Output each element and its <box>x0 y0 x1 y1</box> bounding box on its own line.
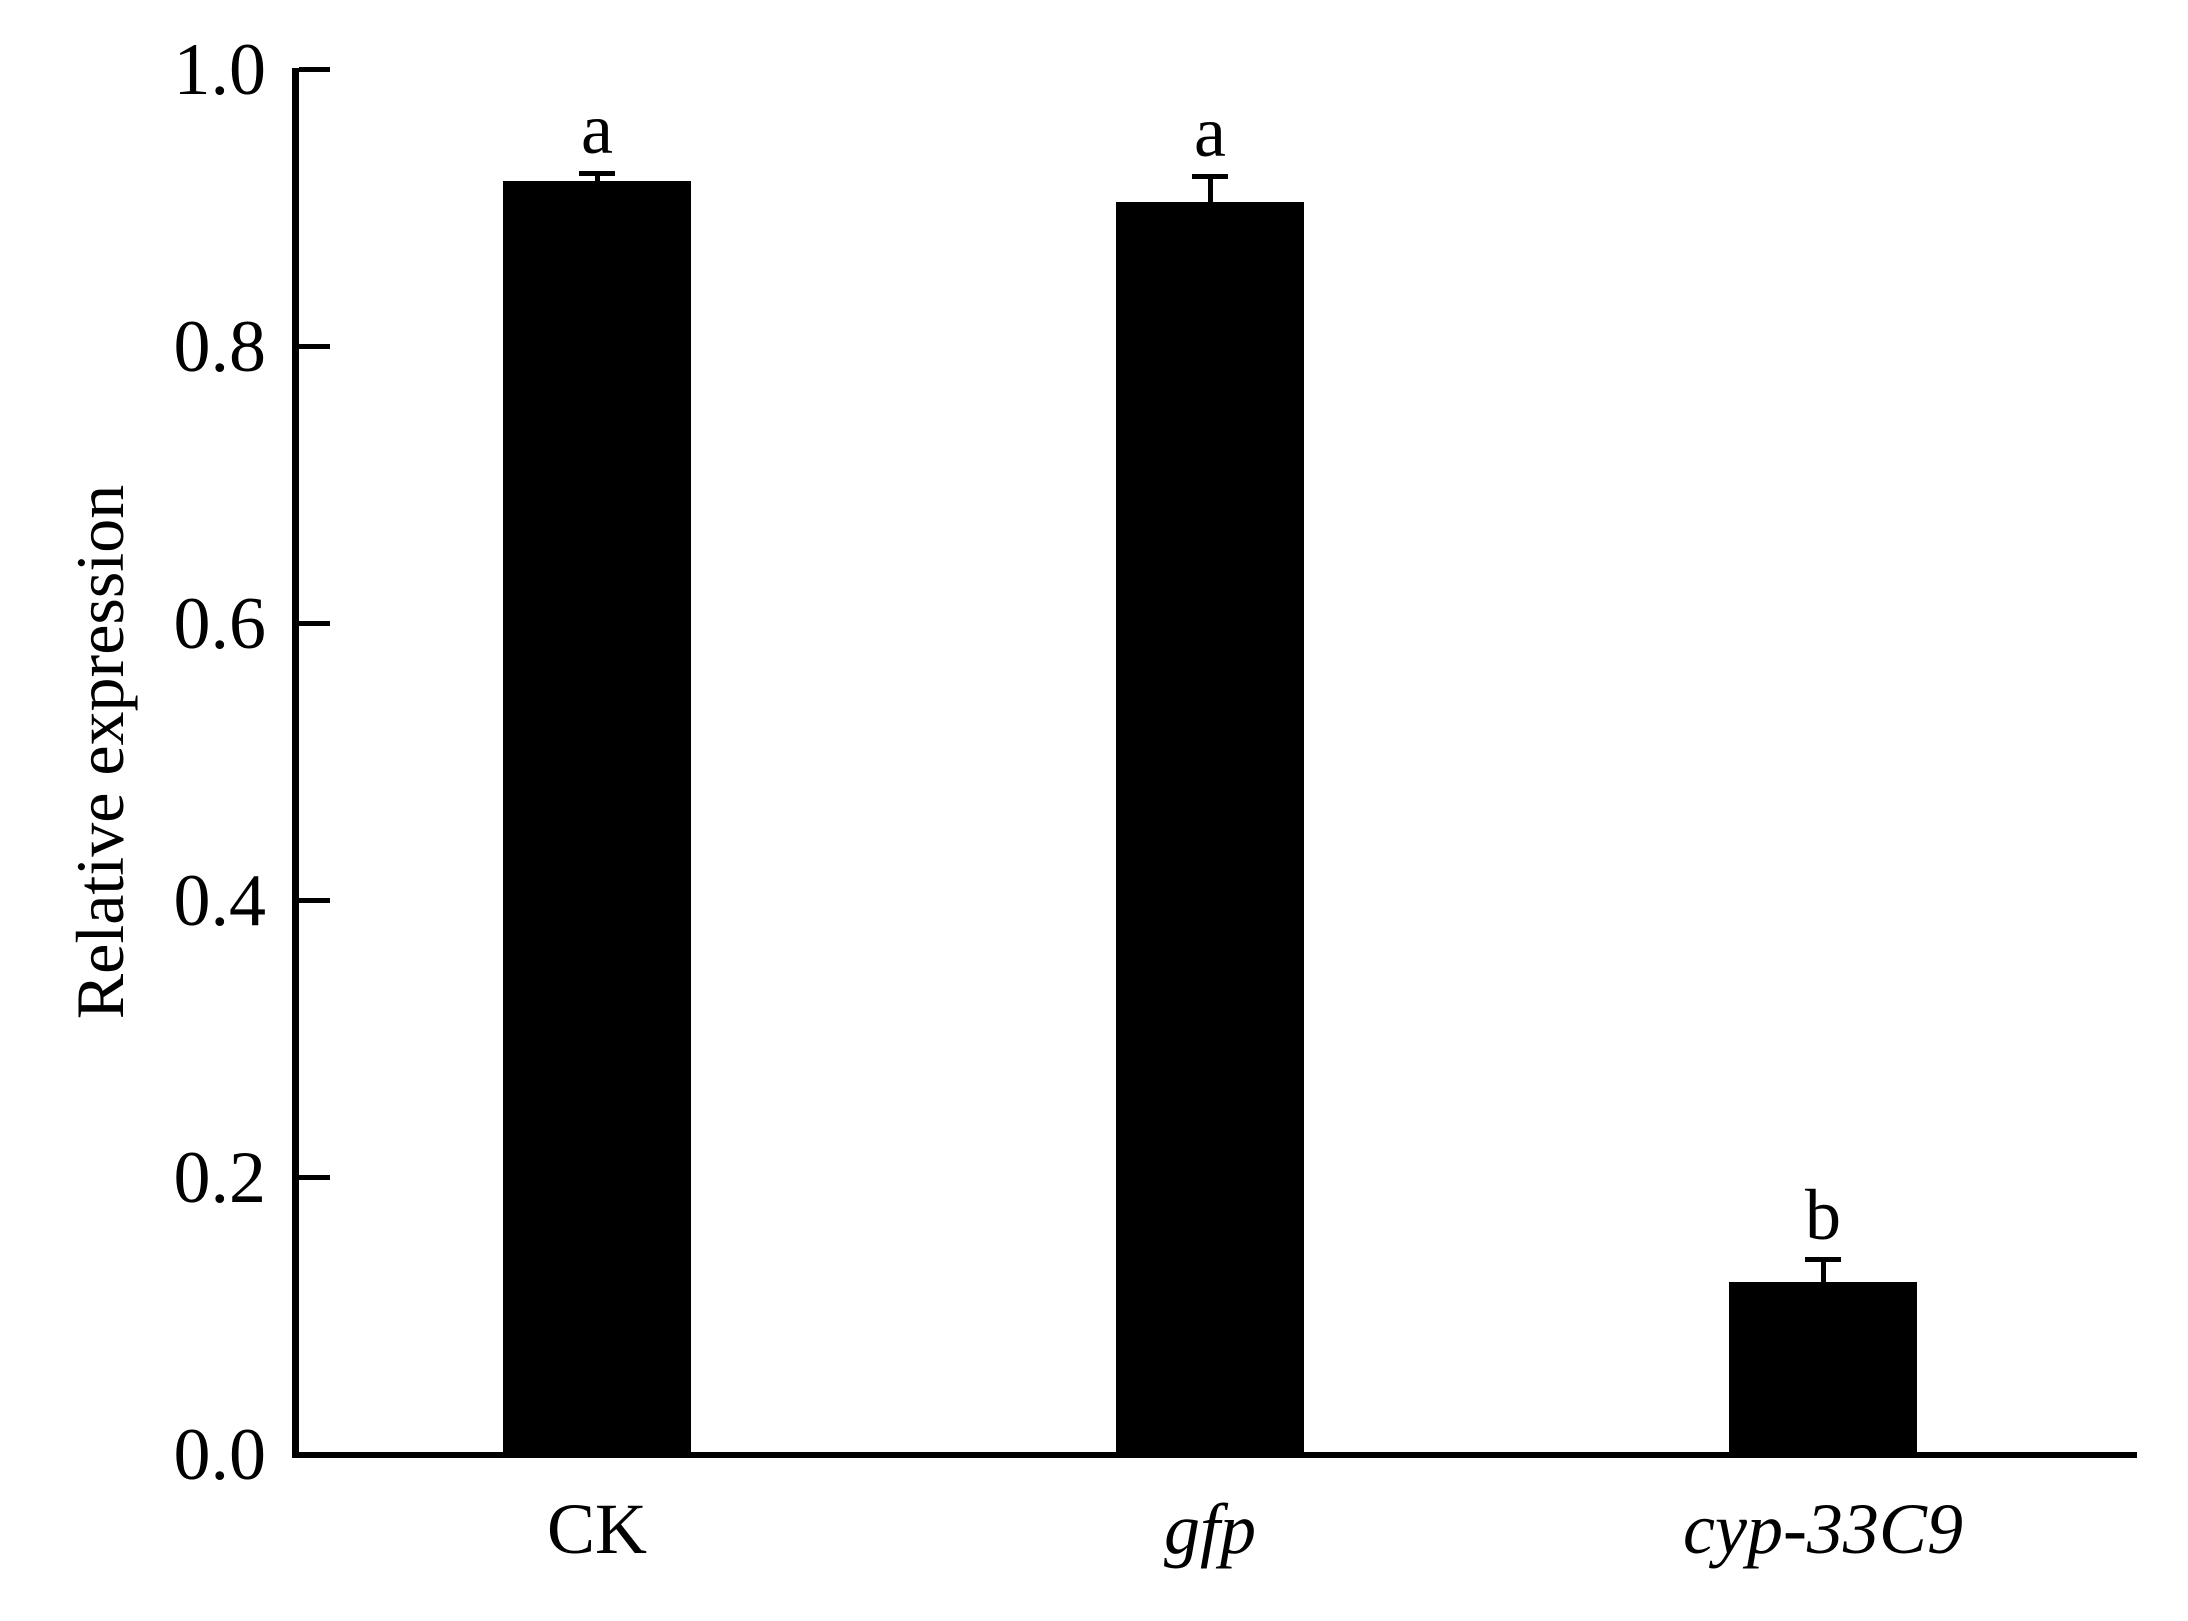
error-bar-stem <box>1208 173 1213 202</box>
bar-gfp <box>1116 201 1304 1455</box>
error-bar-stem <box>1821 1256 1826 1282</box>
y-tick-label: 0.4 <box>173 860 267 942</box>
y-tick-label: 0.2 <box>173 1137 267 1219</box>
y-tick-mark <box>299 898 330 903</box>
error-bar-cap <box>1192 173 1228 179</box>
error-bar-cap <box>579 171 615 177</box>
y-tick-mark <box>299 67 330 72</box>
y-tick-mark <box>299 1175 330 1180</box>
y-tick-label: 0.0 <box>173 1414 267 1496</box>
y-axis-line <box>292 68 299 1458</box>
x-category-label: cyp-33C9 <box>1683 1489 1963 1569</box>
bar-CK <box>503 180 691 1455</box>
y-tick-label: 0.8 <box>173 306 267 388</box>
error-bar-cap <box>1805 1256 1841 1262</box>
bar-cyp-33C9 <box>1729 1281 1917 1455</box>
x-category-label: gfp <box>1163 1489 1256 1569</box>
y-tick-mark <box>299 621 330 626</box>
y-axis-title: Relative expression <box>62 484 138 1020</box>
y-tick-label: 1.0 <box>173 29 267 111</box>
significance-letter: b <box>1805 1174 1841 1255</box>
x-category-label: CK <box>546 1489 648 1569</box>
y-tick-label: 0.6 <box>173 583 267 665</box>
x-axis-line <box>292 1452 2137 1458</box>
significance-letter: a <box>581 89 613 170</box>
y-tick-mark <box>299 344 330 349</box>
significance-letter: a <box>1194 91 1226 172</box>
